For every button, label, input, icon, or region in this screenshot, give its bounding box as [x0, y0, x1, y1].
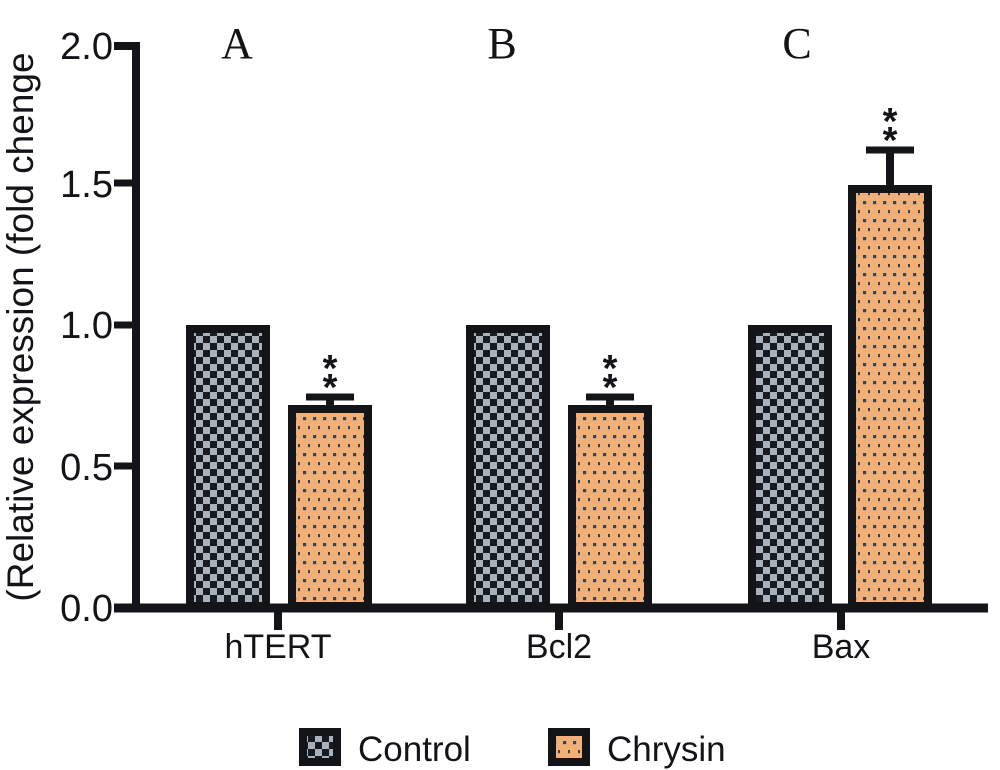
legend-label-chrysin: Chrysin	[607, 730, 726, 769]
legend-swatch-chrysin	[548, 728, 590, 766]
x-label-bax: Bax	[812, 628, 871, 666]
legend-swatch-control	[299, 728, 341, 766]
bar-control-bcl2	[466, 325, 550, 610]
bar-chrysin-bcl2	[568, 405, 652, 610]
significance-marker-bcl2-1: *	[603, 348, 618, 390]
y-tick-label-2.0: 2.0	[60, 26, 113, 68]
significance-marker-bax-2: *	[883, 120, 898, 162]
bar-control-htert	[186, 325, 270, 610]
legend: Control Chrysin	[299, 728, 726, 769]
panel-label-b: B	[487, 19, 516, 68]
x-label-htert: hTERT	[224, 628, 331, 666]
significance-marker-bcl2-2: *	[603, 367, 618, 409]
bar-chrysin-bax	[848, 185, 932, 610]
bar-chrysin-htert	[288, 405, 372, 610]
significance-marker-htert-2: *	[323, 367, 338, 409]
significance-marker-bax-1: *	[883, 101, 898, 143]
bar-control-bax	[748, 325, 832, 610]
y-tick-label-0.0: 0.0	[60, 588, 113, 630]
y-tick-label-1.0: 1.0	[60, 305, 113, 347]
panel-label-a: A	[221, 19, 253, 68]
x-label-bcl2: Bcl2	[526, 628, 592, 666]
y-axis-title: (Relative expression (fold chenge	[0, 52, 41, 601]
legend-label-control: Control	[358, 730, 471, 769]
panel-label-c: C	[782, 19, 811, 68]
error-bar-chrysin-bax	[866, 146, 914, 191]
y-tick-label-0.5: 0.5	[60, 447, 113, 489]
y-tick-label-1.5: 1.5	[60, 164, 113, 206]
significance-marker-htert-1: *	[323, 348, 338, 390]
